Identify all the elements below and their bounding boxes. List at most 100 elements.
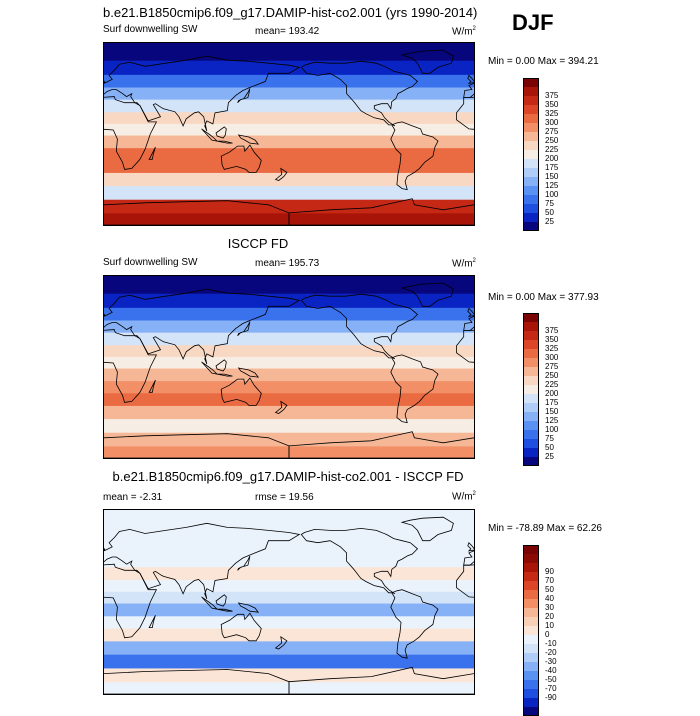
colorbar-tick-label: 90 bbox=[545, 567, 554, 576]
zonal-band bbox=[104, 123, 474, 137]
colorbar-tick-label: 100 bbox=[545, 190, 559, 199]
panel-units-diff: W/m2 bbox=[452, 491, 476, 503]
colorbar-swatch bbox=[523, 159, 539, 168]
colorbar-tick-label: 250 bbox=[545, 371, 559, 380]
colorbar-tick-label: 125 bbox=[545, 181, 559, 190]
colorbar-swatch bbox=[523, 680, 539, 689]
zonal-band bbox=[104, 135, 474, 149]
colorbar-swatch bbox=[523, 313, 539, 322]
colorbar-tick-label: 25 bbox=[545, 452, 554, 461]
coastline bbox=[201, 361, 233, 377]
colorbar-swatch bbox=[523, 457, 539, 466]
colorbar-swatch bbox=[523, 105, 539, 114]
colorbar-swatch bbox=[523, 689, 539, 698]
colorbar-swatch bbox=[523, 376, 539, 385]
coastline bbox=[274, 400, 288, 414]
coastline bbox=[300, 60, 419, 127]
coastline bbox=[148, 379, 156, 393]
coastline bbox=[220, 377, 262, 406]
colorbar-swatch bbox=[523, 186, 539, 195]
zonal-band bbox=[104, 654, 474, 670]
coastline bbox=[467, 307, 474, 317]
colorbar-tick-label: 150 bbox=[545, 407, 559, 416]
colorbar-swatch bbox=[523, 572, 539, 581]
coastline bbox=[104, 313, 106, 316]
colorbar-swatch bbox=[523, 204, 539, 213]
zonal-band bbox=[104, 527, 474, 543]
colorbar-tick-label: 275 bbox=[545, 362, 559, 371]
colorbar-swatch bbox=[523, 545, 539, 554]
colorbar-swatch bbox=[523, 340, 539, 349]
colorbar-swatch bbox=[523, 671, 539, 680]
panel-title-model: b.e21.B1850cmip6.f09_g17.DAMIP-hist-co2.… bbox=[103, 5, 478, 20]
colorbar-swatch bbox=[523, 698, 539, 707]
colorbar-tick-label: 375 bbox=[545, 91, 559, 100]
colorbar-swatch bbox=[523, 439, 539, 448]
stats-obs: Min = 0.00 Max = 377.93 bbox=[488, 292, 599, 303]
map-diff-field bbox=[104, 510, 474, 694]
zonal-band bbox=[104, 160, 474, 174]
colorbar-swatch bbox=[523, 608, 539, 617]
colorbar-swatch bbox=[523, 222, 539, 231]
colorbar-tick-label: 25 bbox=[545, 217, 554, 226]
map-model-field bbox=[104, 43, 474, 225]
coastline bbox=[215, 359, 227, 372]
colorbar-swatch bbox=[523, 448, 539, 457]
zonal-band bbox=[104, 641, 474, 656]
colorbar-tick-label: 75 bbox=[545, 199, 554, 208]
colorbar-tick-label: 20 bbox=[545, 612, 554, 621]
colorbar-tick-label: 10 bbox=[545, 621, 554, 630]
zonal-band bbox=[104, 172, 474, 187]
colorbar-swatch bbox=[523, 367, 539, 376]
colorbar-swatch bbox=[523, 213, 539, 222]
zonal-band bbox=[104, 112, 474, 125]
zonal-band bbox=[104, 567, 474, 581]
coastline bbox=[215, 126, 227, 139]
colorbar-tick-label: 50 bbox=[545, 585, 554, 594]
map-diff bbox=[103, 509, 475, 695]
stats-diff: Min = -78.89 Max = 62.26 bbox=[488, 523, 602, 534]
season-label: DJF bbox=[512, 10, 554, 35]
colorbar-tick-label: 150 bbox=[545, 172, 559, 181]
zonal-band bbox=[104, 199, 474, 214]
coastline bbox=[201, 128, 233, 144]
zonal-band bbox=[104, 320, 474, 334]
colorbar-swatch bbox=[523, 644, 539, 653]
coastline bbox=[400, 282, 454, 307]
colorbar-tick-label: 125 bbox=[545, 416, 559, 425]
colorbar-tick-label: 275 bbox=[545, 127, 559, 136]
colorbar-tick-label: -20 bbox=[545, 648, 557, 657]
panel-mean-label-obs: mean= 195.73 bbox=[255, 258, 320, 269]
coastline bbox=[104, 96, 158, 170]
colorbar-swatch bbox=[523, 662, 539, 671]
colorbar-tick-label: -70 bbox=[545, 684, 557, 693]
colorbar-swatch bbox=[523, 412, 539, 421]
zonal-band bbox=[104, 510, 474, 529]
coastline bbox=[237, 602, 260, 613]
coastline bbox=[215, 594, 227, 607]
zonal-band bbox=[104, 186, 474, 201]
colorbar-tick-label: 0 bbox=[545, 630, 550, 639]
colorbar-tick-label: 300 bbox=[545, 353, 559, 362]
coastline bbox=[456, 96, 474, 130]
colorbar-swatch bbox=[523, 331, 539, 340]
colorbar-swatch bbox=[523, 168, 539, 177]
panel-units-obs: W/m2 bbox=[452, 258, 476, 270]
coastline bbox=[467, 74, 474, 84]
zonal-band bbox=[104, 405, 474, 420]
panel-title-obs: ISCCP FD bbox=[227, 236, 289, 251]
colorbar-swatch bbox=[523, 626, 539, 635]
coastline bbox=[456, 329, 474, 363]
colorbar-swatch bbox=[523, 132, 539, 141]
coastline bbox=[390, 354, 439, 424]
colorbar-tick-label: 40 bbox=[545, 594, 554, 603]
panel-variable-label-model: Surf downwelling SW bbox=[103, 24, 198, 35]
coastline bbox=[400, 49, 454, 74]
colorbar-tick-label: -40 bbox=[545, 666, 557, 675]
zonal-band bbox=[104, 381, 474, 394]
colorbar-tick-label: 175 bbox=[545, 398, 559, 407]
coastline bbox=[390, 589, 439, 659]
colorbar-tick-label: 300 bbox=[545, 118, 559, 127]
colorbar-tick-label: 325 bbox=[545, 344, 559, 353]
colorbar-swatch bbox=[523, 599, 539, 608]
